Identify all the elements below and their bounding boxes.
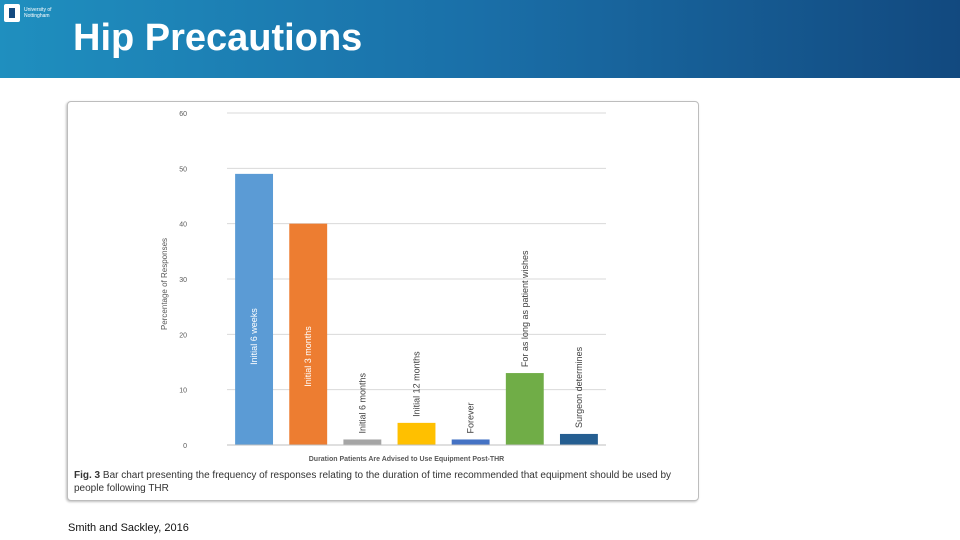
slide-title: Hip Precautions: [73, 17, 363, 59]
y-tick-label: 10: [179, 388, 187, 395]
y-tick-label: 40: [179, 222, 187, 229]
bar: [397, 422, 436, 445]
bar: [451, 439, 490, 445]
bar: [505, 373, 544, 445]
y-tick-label: 0: [183, 443, 187, 450]
y-tick-label: 60: [179, 111, 187, 118]
caption-label: Fig. 3: [74, 470, 101, 481]
bar-category-label: Initial 6 months: [357, 372, 367, 433]
figure-panel: 0 10 20 30 40 50 60 Initial 6 weeks Initial 3 mo…: [67, 101, 699, 501]
bar-chart: 0 10 20 30 40 50 60 Initial 6 weeks Initial 3 mo…: [160, 111, 606, 463]
bar-category-label: Initial 6 weeks: [249, 308, 259, 365]
crest-icon: [4, 4, 20, 22]
university-logo: University of Nottingham: [4, 2, 66, 24]
bar-category-label: Surgeon determines: [574, 346, 584, 428]
source-citation: Smith and Sackley, 2016: [68, 522, 189, 534]
y-tick-label: 50: [179, 166, 187, 173]
bar: [559, 433, 598, 445]
logo-text: University of Nottingham: [24, 7, 52, 19]
bar-category-label: Initial 12 months: [412, 351, 422, 417]
figure-caption: Fig. 3 Bar chart presenting the frequenc…: [74, 469, 694, 495]
bar-category-label: For as long as patient wishes: [520, 250, 530, 367]
y-tick-label: 30: [179, 277, 187, 284]
y-tick-label: 20: [179, 332, 187, 339]
bar: [235, 173, 274, 445]
bar: [289, 223, 328, 445]
bar-category-label: Initial 3 months: [303, 326, 313, 387]
bar-category-label: Forever: [466, 402, 476, 433]
bar: [343, 439, 382, 445]
x-axis-title: Duration Patients Are Advised to Use Equ…: [309, 456, 505, 463]
caption-text: Bar chart presenting the frequency of re…: [74, 470, 672, 494]
y-axis-title: Percentage of Responses: [160, 238, 169, 330]
header-bar: University of Nottingham Hip Precautions: [0, 0, 960, 78]
